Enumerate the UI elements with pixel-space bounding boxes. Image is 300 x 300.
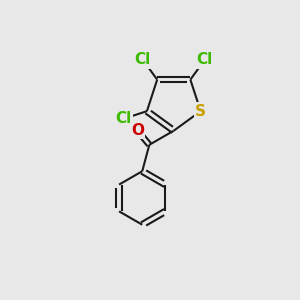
Text: S: S bbox=[195, 104, 206, 119]
Text: Cl: Cl bbox=[116, 111, 132, 126]
Text: O: O bbox=[131, 123, 144, 138]
Text: Cl: Cl bbox=[135, 52, 151, 68]
Text: Cl: Cl bbox=[196, 52, 213, 68]
